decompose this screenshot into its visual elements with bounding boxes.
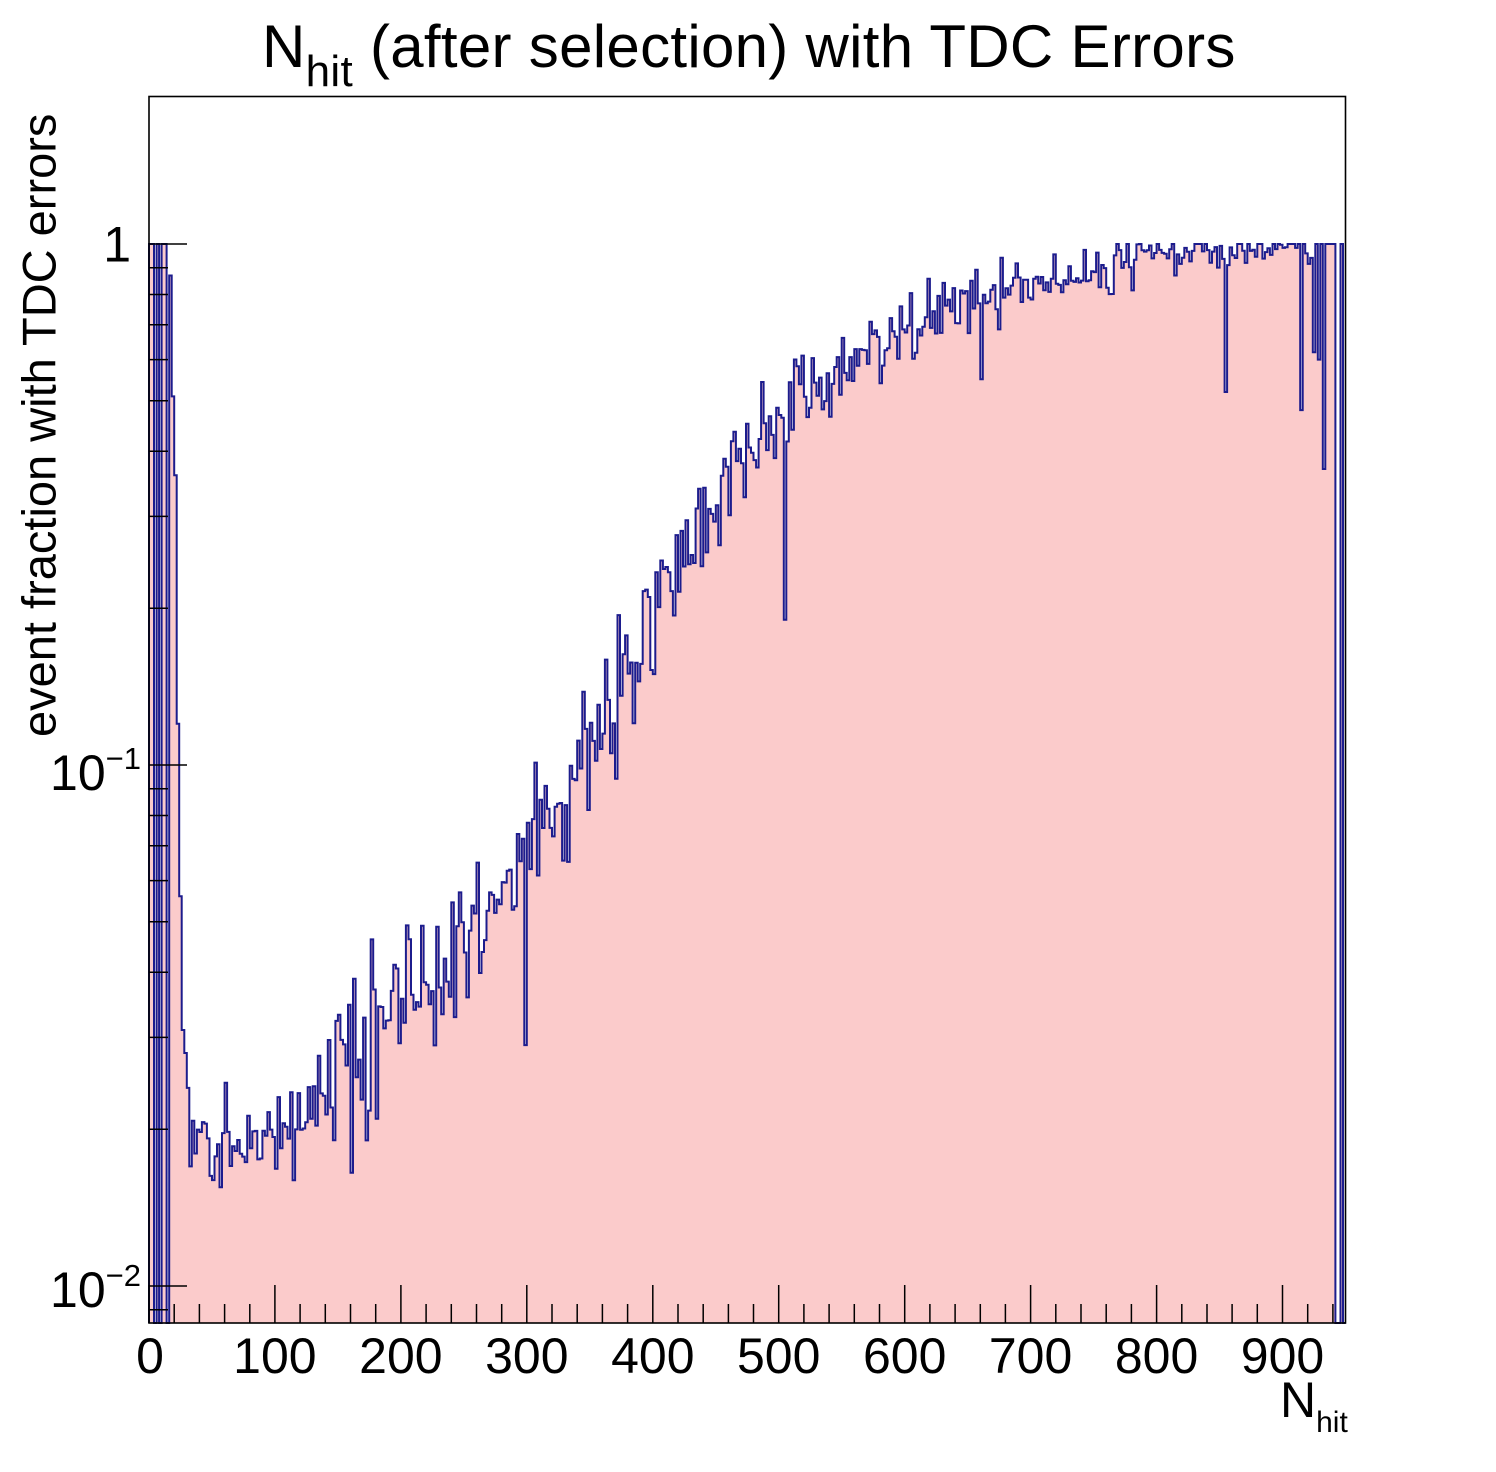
svg-text:400: 400 xyxy=(611,1328,694,1384)
svg-text:900: 900 xyxy=(1241,1328,1324,1384)
svg-text:100: 100 xyxy=(233,1328,316,1384)
svg-text:200: 200 xyxy=(359,1328,442,1384)
svg-text:600: 600 xyxy=(863,1328,946,1384)
svg-text:300: 300 xyxy=(485,1328,568,1384)
svg-text:10−1: 10−1 xyxy=(50,741,141,801)
svg-text:700: 700 xyxy=(989,1328,1072,1384)
svg-text:500: 500 xyxy=(737,1328,820,1384)
svg-text:0: 0 xyxy=(136,1328,164,1384)
svg-text:1: 1 xyxy=(103,217,131,273)
svg-text:800: 800 xyxy=(1115,1328,1198,1384)
svg-text:event fraction with TDC errors: event fraction with TDC errors xyxy=(13,114,66,737)
